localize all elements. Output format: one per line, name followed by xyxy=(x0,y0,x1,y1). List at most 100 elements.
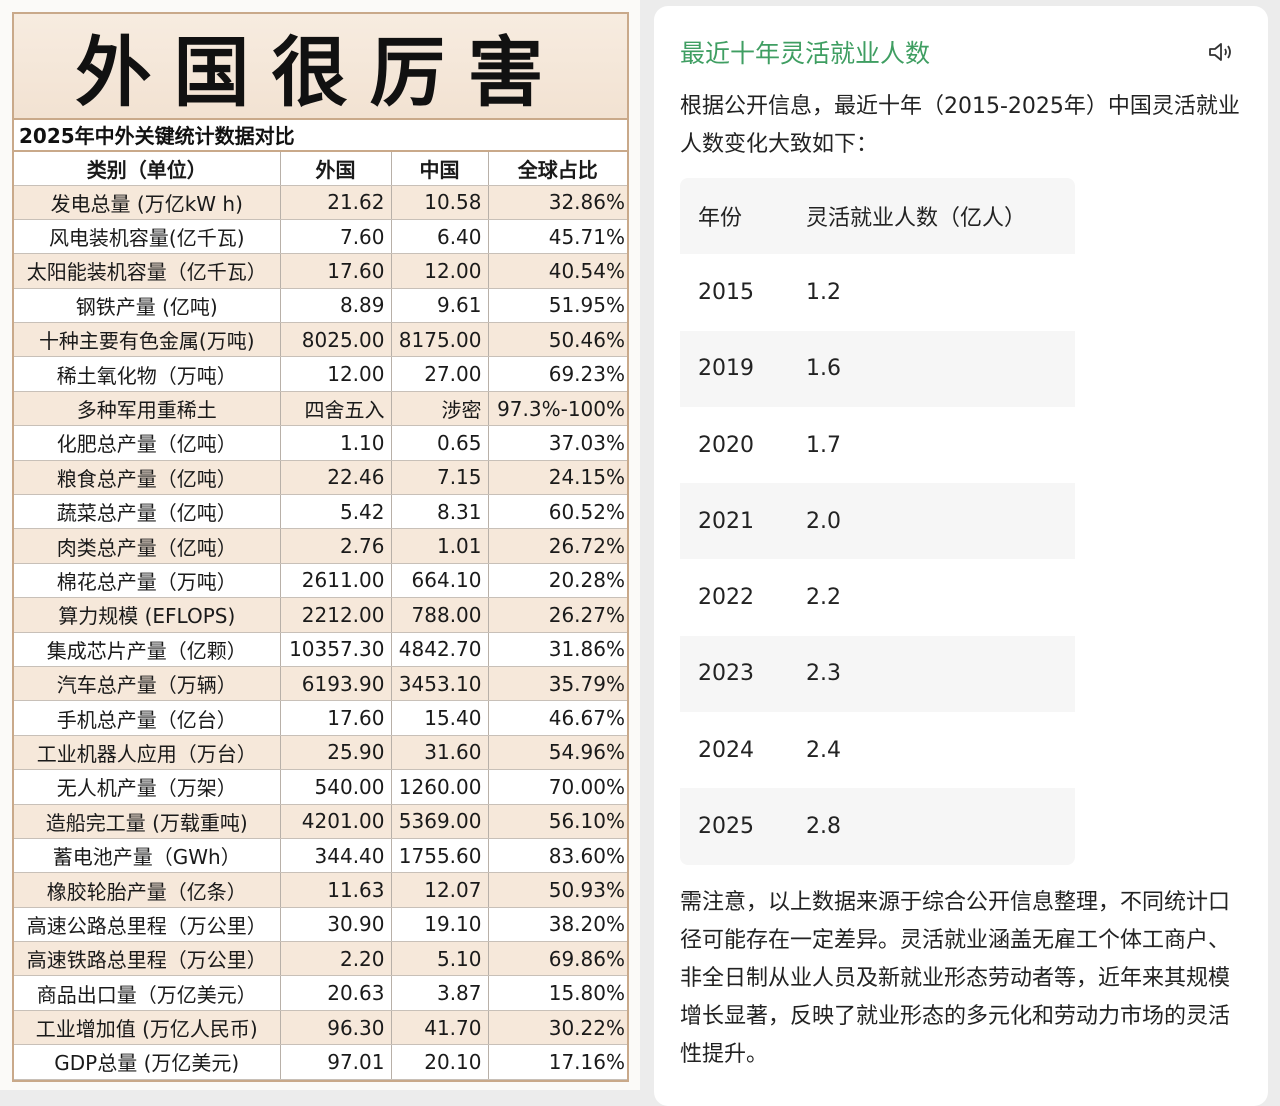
flex-table-row: 2023 2.3 xyxy=(680,635,1075,713)
cell-category: 发电总量 (万亿kW h) xyxy=(14,185,281,220)
stats-row: 高速铁路总里程（万公里） 2.20 5.10 69.86% xyxy=(14,941,627,977)
cell-foreign: 6193.90 xyxy=(280,666,392,702)
flexible-employment-table: 年份 灵活就业人数（亿人） 2015 1.2 2019 1.6 2020 1.7 2021 2… xyxy=(680,178,1075,865)
cell-category: 蓄电池产量（GWh） xyxy=(14,838,281,874)
header-count: 灵活就业人数（亿人） xyxy=(806,206,1027,232)
stats-row: 化肥总产量（亿吨） 1.10 0.65 37.03% xyxy=(14,425,627,461)
cell-global-share: 70.00% xyxy=(488,769,627,805)
stats-row: 无人机产量（万架） 540.00 1260.00 70.00% xyxy=(14,769,627,805)
cell-category: 造船完工量 (万载重吨) xyxy=(14,804,281,839)
cell-china: 31.60 xyxy=(391,735,489,771)
cell-category: 工业增加值 (万亿人民币) xyxy=(14,1010,281,1046)
cell-china: 7.15 xyxy=(391,460,489,496)
stats-row: 太阳能装机容量（亿千瓦） 17.60 12.00 40.54% xyxy=(14,253,627,289)
header-foreign: 外国 xyxy=(280,152,392,186)
flex-table-row: 2015 1.2 xyxy=(680,254,1075,331)
cell-foreign: 2212.00 xyxy=(280,597,392,633)
cell-category: 手机总产量（亿台） xyxy=(14,700,281,736)
cell-category: 商品出口量（万亿美元） xyxy=(14,975,281,1011)
flex-table-row: 2025 2.8 xyxy=(680,788,1075,865)
cell-category: 集成芯片产量（亿颗） xyxy=(14,632,281,667)
cell-global-share: 38.20% xyxy=(488,907,627,943)
cell-category: 蔬菜总产量（亿吨） xyxy=(14,494,281,530)
cell-category: 多种军用重稀土 xyxy=(14,391,281,427)
flex-table-row: 2021 2.0 xyxy=(680,483,1075,560)
cell-category: 汽车总产量（万辆） xyxy=(14,666,281,702)
cell-china: 1260.00 xyxy=(391,769,489,805)
stats-row: 蔬菜总产量（亿吨） 5.42 8.31 60.52% xyxy=(14,494,627,530)
cell-china: 9.61 xyxy=(391,288,489,324)
stats-row: 稀土氧化物（万吨） 12.00 27.00 69.23% xyxy=(14,356,627,392)
cell-china: 1755.60 xyxy=(391,838,489,874)
cell-foreign: 344.40 xyxy=(280,838,392,874)
stats-row: GDP总量 (万亿美元) 97.01 20.10 17.16% xyxy=(14,1044,627,1080)
cell-china: 8175.00 xyxy=(391,322,489,358)
header-category: 类别（单位） xyxy=(14,152,281,186)
cell-foreign: 11.63 xyxy=(280,872,392,908)
cell-foreign: 2.76 xyxy=(280,528,392,564)
cell-category: 橡胶轮胎产量（亿条） xyxy=(14,872,281,908)
cell-category: 无人机产量（万架） xyxy=(14,769,281,805)
cell-category: 稀土氧化物（万吨） xyxy=(14,356,281,392)
cell-china: 664.10 xyxy=(391,563,489,599)
cell-foreign: 21.62 xyxy=(280,185,392,220)
cell-china: 12.07 xyxy=(391,872,489,908)
cell-foreign: 17.60 xyxy=(280,700,392,736)
cell-year: 2019 xyxy=(698,356,754,382)
cell-global-share: 56.10% xyxy=(488,804,627,839)
cell-category: GDP总量 (万亿美元) xyxy=(14,1044,281,1080)
cell-foreign: 25.90 xyxy=(280,735,392,771)
header-china: 中国 xyxy=(391,152,489,186)
answer-title: 最近十年灵活就业人数 xyxy=(680,39,931,68)
cell-foreign: 22.46 xyxy=(280,460,392,496)
cell-count: 2.0 xyxy=(806,508,841,534)
cell-global-share: 35.79% xyxy=(488,666,627,702)
cell-category: 算力规模 (EFLOPS) xyxy=(14,597,281,633)
cell-category: 工业机器人应用（万台） xyxy=(14,735,281,771)
cell-global-share: 24.15% xyxy=(488,460,627,496)
cell-year: 2025 xyxy=(698,814,754,840)
cell-china: 3.87 xyxy=(391,975,489,1011)
cell-global-share: 15.80% xyxy=(488,975,627,1011)
cell-year: 2021 xyxy=(698,508,754,534)
answer-card: 最近十年灵活就业人数 根据公开信息，最近十年（2015-2025年）中国灵活就业… xyxy=(654,6,1268,1106)
cell-global-share: 31.86% xyxy=(488,632,627,667)
cell-global-share: 37.03% xyxy=(488,425,627,461)
stats-row: 发电总量 (万亿kW h) 21.62 10.58 32.86% xyxy=(14,185,627,220)
cell-china: 12.00 xyxy=(391,253,489,289)
cell-foreign: 540.00 xyxy=(280,769,392,805)
cell-china: 0.65 xyxy=(391,425,489,461)
cell-global-share: 40.54% xyxy=(488,253,627,289)
cell-year: 2020 xyxy=(698,432,754,458)
cell-foreign: 7.60 xyxy=(280,219,392,255)
cell-foreign: 4201.00 xyxy=(280,804,392,839)
stats-header-row: 类别（单位） 外国 中国 全球占比 xyxy=(14,152,627,186)
speaker-icon[interactable] xyxy=(1207,41,1235,63)
cell-count: 1.2 xyxy=(806,279,841,305)
answer-intro: 根据公开信息，最近十年（2015-2025年）中国灵活就业人数变化大致如下： xyxy=(680,94,1240,157)
cell-china: 8.31 xyxy=(391,494,489,530)
cell-global-share: 30.22% xyxy=(488,1010,627,1046)
cell-global-share: 32.86% xyxy=(488,185,627,220)
cell-year: 2023 xyxy=(698,661,754,687)
cell-category: 太阳能装机容量（亿千瓦） xyxy=(14,253,281,289)
cell-category: 高速铁路总里程（万公里） xyxy=(14,941,281,977)
cell-foreign: 17.60 xyxy=(280,253,392,289)
cell-category: 钢铁产量 (亿吨) xyxy=(14,288,281,324)
flex-table-row: 2022 2.2 xyxy=(680,559,1075,636)
cell-foreign: 2.20 xyxy=(280,941,392,977)
cell-foreign: 10357.30 xyxy=(280,632,392,667)
cell-china: 1.01 xyxy=(391,528,489,564)
stats-row: 多种军用重稀土 四舍五入 涉密 97.3%-100% xyxy=(14,391,627,427)
flex-table-row: 2020 1.7 xyxy=(680,406,1075,484)
stats-row: 风电装机容量(亿千瓦) 7.60 6.40 45.71% xyxy=(14,219,627,255)
cell-count: 1.6 xyxy=(806,356,841,382)
cell-foreign: 8025.00 xyxy=(280,322,392,358)
cell-category: 化肥总产量（亿吨） xyxy=(14,425,281,461)
cell-global-share: 60.52% xyxy=(488,494,627,530)
flex-table-row: 2024 2.4 xyxy=(680,712,1075,789)
cell-china: 涉密 xyxy=(391,391,489,427)
cell-year: 2015 xyxy=(698,279,754,305)
cell-foreign: 1.10 xyxy=(280,425,392,461)
cell-foreign: 30.90 xyxy=(280,907,392,943)
